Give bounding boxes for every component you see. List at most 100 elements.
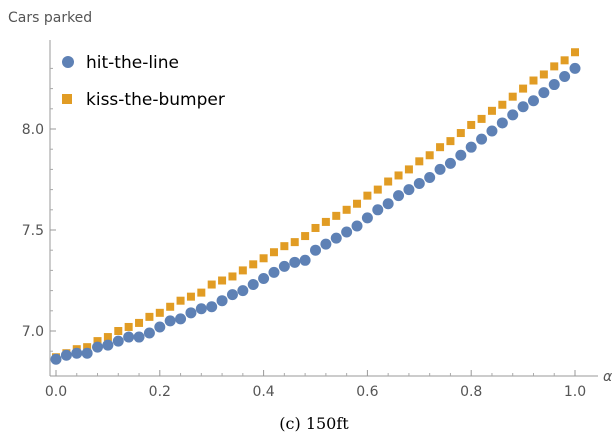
point-hit-the-line [143, 327, 155, 339]
point-hit-the-line [527, 95, 539, 107]
point-kiss-the-bumper [404, 165, 413, 174]
x-tick-label: 0.6 [356, 384, 378, 400]
point-kiss-the-bumper [155, 308, 164, 317]
point-hit-the-line [476, 133, 488, 145]
point-hit-the-line [289, 256, 301, 268]
point-hit-the-line [258, 272, 270, 284]
point-kiss-the-bumper [259, 254, 268, 263]
point-hit-the-line [81, 347, 93, 359]
point-hit-the-line [50, 353, 62, 365]
point-hit-the-line [372, 204, 384, 216]
point-kiss-the-bumper [487, 106, 496, 115]
point-kiss-the-bumper [508, 92, 517, 101]
point-kiss-the-bumper [186, 292, 195, 301]
point-hit-the-line [123, 331, 135, 343]
point-kiss-the-bumper [529, 76, 538, 85]
x-tick-label: 0.8 [460, 384, 482, 400]
x-tick-label: 0.2 [149, 384, 171, 400]
point-kiss-the-bumper [301, 232, 310, 241]
point-hit-the-line [112, 335, 124, 347]
point-kiss-the-bumper [176, 296, 185, 305]
point-kiss-the-bumper [498, 100, 507, 109]
point-kiss-the-bumper [114, 327, 123, 335]
y-tick-label: 7.5 [22, 223, 44, 239]
point-kiss-the-bumper [384, 177, 393, 186]
point-hit-the-line [320, 238, 332, 250]
point-kiss-the-bumper [124, 322, 133, 331]
point-kiss-the-bumper [197, 288, 206, 297]
point-hit-the-line [393, 190, 405, 202]
point-hit-the-line [444, 157, 456, 169]
point-hit-the-line [299, 254, 311, 266]
point-kiss-the-bumper [166, 302, 175, 311]
legend-marker-kiss-the-bumper [62, 94, 72, 104]
point-kiss-the-bumper [467, 120, 476, 129]
point-hit-the-line [465, 141, 477, 153]
y-axis-title: Cars parked [8, 10, 92, 26]
point-kiss-the-bumper [539, 70, 548, 79]
point-hit-the-line [268, 266, 280, 278]
point-kiss-the-bumper [519, 84, 528, 93]
point-kiss-the-bumper [83, 343, 92, 352]
point-hit-the-line [434, 163, 446, 175]
point-kiss-the-bumper [145, 312, 154, 321]
point-kiss-the-bumper [280, 242, 289, 251]
point-kiss-the-bumper [218, 276, 227, 285]
point-kiss-the-bumper [436, 143, 445, 152]
point-hit-the-line [71, 347, 83, 359]
point-hit-the-line [133, 331, 145, 343]
figure-caption: (c) 150ft [279, 414, 349, 433]
point-hit-the-line [538, 87, 550, 99]
point-kiss-the-bumper [560, 56, 569, 65]
point-hit-the-line [226, 289, 238, 301]
point-kiss-the-bumper [269, 248, 278, 257]
point-hit-the-line [237, 285, 249, 297]
point-kiss-the-bumper [311, 223, 320, 232]
point-kiss-the-bumper [425, 151, 434, 160]
point-kiss-the-bumper [342, 205, 351, 214]
y-tick-label: 7.0 [22, 324, 44, 340]
point-hit-the-line [92, 341, 104, 353]
point-kiss-the-bumper [290, 238, 299, 247]
point-hit-the-line [154, 321, 166, 333]
point-kiss-the-bumper [415, 157, 424, 166]
point-hit-the-line [403, 184, 415, 196]
point-kiss-the-bumper [394, 171, 403, 180]
point-hit-the-line [486, 125, 498, 137]
point-hit-the-line [216, 295, 228, 307]
point-kiss-the-bumper [456, 129, 465, 138]
point-kiss-the-bumper [321, 217, 330, 226]
point-kiss-the-bumper [228, 272, 237, 281]
point-hit-the-line [330, 232, 342, 244]
point-hit-the-line [278, 260, 290, 272]
point-hit-the-line [185, 307, 197, 319]
point-kiss-the-bumper [363, 191, 372, 200]
point-kiss-the-bumper [550, 62, 559, 71]
legend-marker-hit-the-line [62, 56, 74, 68]
point-hit-the-line [164, 315, 176, 327]
x-tick-label: 0.0 [45, 384, 67, 400]
point-hit-the-line [195, 303, 207, 315]
point-kiss-the-bumper [238, 266, 247, 275]
point-kiss-the-bumper [571, 48, 579, 57]
legend: hit-the-line kiss-the-bumper [62, 53, 225, 110]
x-tick-label: 1.0 [564, 384, 586, 400]
point-kiss-the-bumper [103, 333, 112, 342]
point-kiss-the-bumper [249, 260, 258, 269]
point-hit-the-line [341, 226, 353, 238]
point-hit-the-line [517, 101, 529, 113]
point-hit-the-line [507, 109, 519, 121]
point-kiss-the-bumper [353, 199, 362, 208]
point-hit-the-line [424, 171, 436, 183]
point-hit-the-line [455, 149, 467, 161]
point-hit-the-line [102, 339, 114, 351]
point-hit-the-line [351, 220, 363, 232]
legend-label-hit-the-line: hit-the-line [86, 53, 179, 73]
x-tick-label: 0.4 [252, 384, 274, 400]
point-hit-the-line [247, 279, 259, 291]
point-hit-the-line [548, 79, 560, 91]
point-kiss-the-bumper [477, 114, 486, 123]
point-hit-the-line [310, 244, 321, 256]
point-kiss-the-bumper [332, 211, 341, 220]
